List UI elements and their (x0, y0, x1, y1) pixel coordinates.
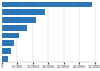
Bar (2, 9, 45, 15)
Bar (2, 33, 19, 38)
Bar (2, 2, 92, 7)
Bar (2, 17, 36, 23)
Bar (2, 40, 14, 46)
Bar (2, 56, 8, 61)
Bar (2, 48, 11, 54)
Bar (2, 25, 27, 31)
